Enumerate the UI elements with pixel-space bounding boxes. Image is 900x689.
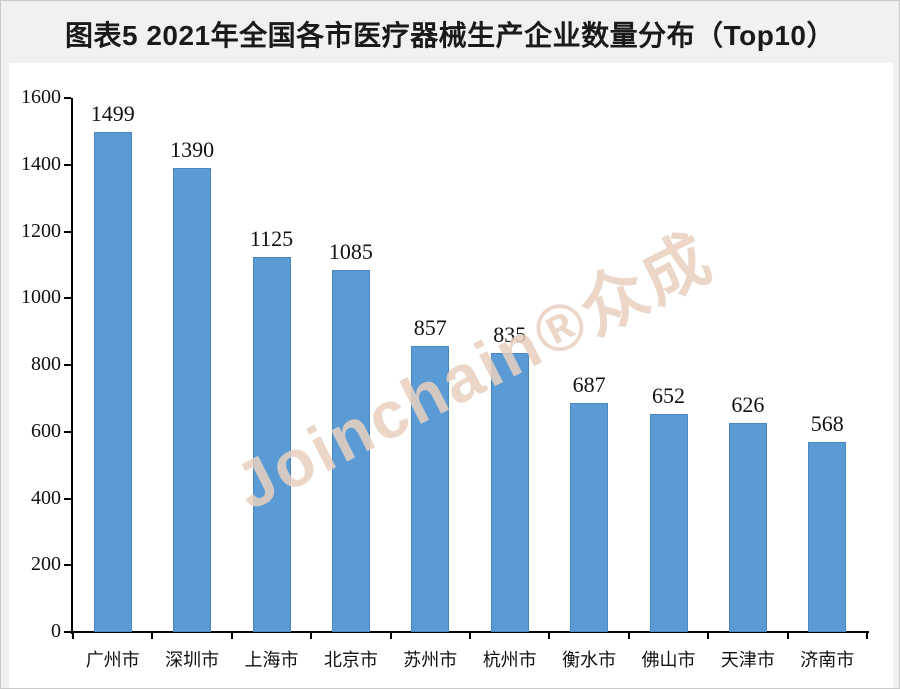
y-tick-label: 600 <box>31 419 61 442</box>
y-tick-label: 0 <box>51 620 61 642</box>
bar-value-label: 626 <box>731 392 765 418</box>
y-tick <box>64 631 71 633</box>
bar-value-label: 568 <box>810 411 844 437</box>
x-tick <box>866 632 868 639</box>
bar-深圳市 <box>173 168 212 632</box>
x-category-label: 佛山市 <box>641 650 696 670</box>
y-tick <box>64 497 71 500</box>
x-category-label: 上海市 <box>244 650 299 670</box>
x-category-label: 天津市 <box>720 650 775 670</box>
y-tick <box>64 97 71 99</box>
x-tick <box>707 632 710 639</box>
x-tick <box>151 632 154 639</box>
x-tick <box>548 632 551 639</box>
y-tick <box>64 230 71 233</box>
x-category-label: 北京市 <box>323 650 378 670</box>
bar-佛山市 <box>649 414 688 632</box>
x-tick <box>72 632 74 639</box>
y-tick-label: 1400 <box>21 152 61 175</box>
x-category-label: 杭州市 <box>482 650 537 670</box>
y-tick-label: 200 <box>31 553 61 576</box>
bar-广州市 <box>93 131 132 632</box>
y-tick-label: 1200 <box>21 219 61 242</box>
bar-value-label: 1499 <box>90 100 135 126</box>
bar-杭州市 <box>490 353 529 632</box>
bar-value-label: 835 <box>493 322 527 348</box>
bar-value-label: 1085 <box>328 238 373 264</box>
bar-衡水市 <box>570 402 609 632</box>
x-tick <box>627 632 630 639</box>
x-tick <box>389 632 392 639</box>
y-tick <box>64 564 71 567</box>
x-tick <box>230 632 233 639</box>
bar-value-label: 652 <box>652 383 685 409</box>
x-tick <box>469 632 471 639</box>
bar-北京市 <box>331 269 370 632</box>
bar-value-label: 1390 <box>170 137 215 163</box>
x-category-label: 衡水市 <box>562 650 617 670</box>
y-axis <box>71 98 73 634</box>
y-tick-label: 1600 <box>21 86 61 108</box>
chart-title: 图表5 2021年全国各市医疗器械生产企业数量分布（Top10） <box>64 20 836 51</box>
y-tick-label: 800 <box>31 353 61 375</box>
y-tick <box>64 364 71 366</box>
y-tick <box>64 430 71 433</box>
y-tick-label: 1000 <box>21 286 61 309</box>
bar-苏州市 <box>411 345 450 632</box>
x-tick <box>786 632 789 639</box>
y-tick <box>64 297 71 300</box>
x-category-label: 苏州市 <box>403 650 458 670</box>
bar-天津市 <box>728 423 767 632</box>
bar-value-label: 857 <box>413 314 447 340</box>
bar-value-label: 687 <box>572 371 606 397</box>
y-tick <box>64 163 71 166</box>
bar-济南市 <box>808 442 847 632</box>
x-category-label: 广州市 <box>85 650 140 670</box>
bar-上海市 <box>252 256 291 632</box>
x-category-label: 济南市 <box>800 650 855 670</box>
bar-value-label: 1125 <box>249 225 294 251</box>
x-category-label: 深圳市 <box>165 650 220 670</box>
x-tick <box>310 632 313 639</box>
y-tick-label: 400 <box>31 486 61 509</box>
